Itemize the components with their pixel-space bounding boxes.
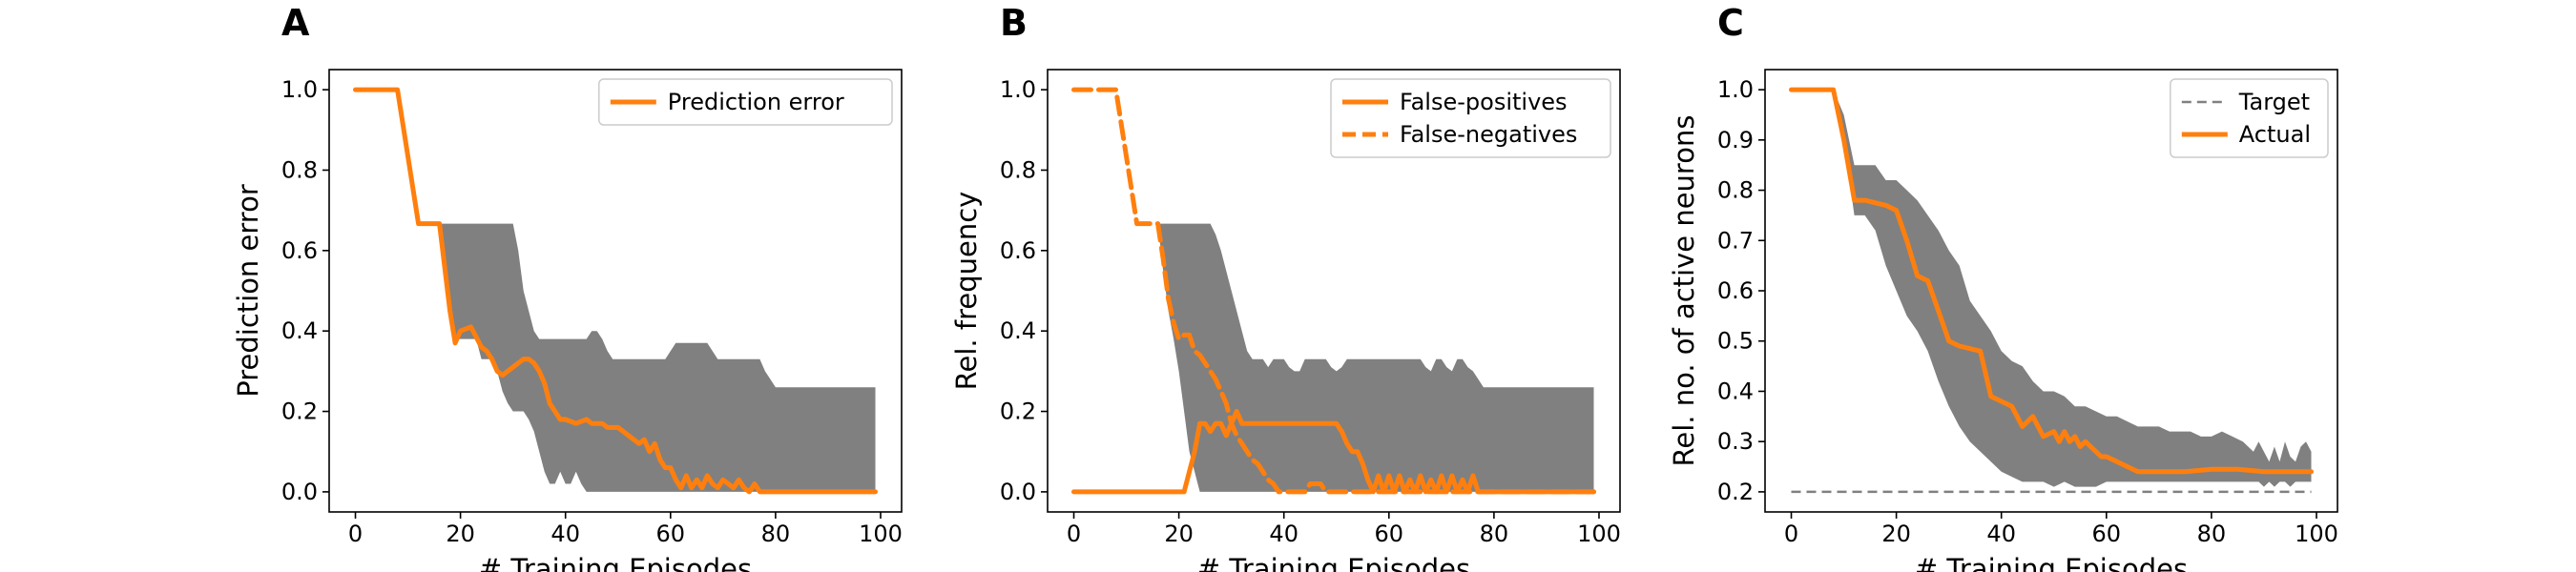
y-tick-label: 0.7 <box>1717 227 1754 254</box>
y-tick-label: 0.0 <box>281 479 318 505</box>
x-tick-label: 80 <box>2197 521 2227 547</box>
x-tick-label: 40 <box>1986 521 2016 547</box>
panel-letter: A <box>281 2 310 44</box>
x-tick-label: 60 <box>1375 521 1404 547</box>
variability-band <box>439 223 876 492</box>
x-tick-label: 80 <box>1480 521 1509 547</box>
y-tick-label: 0.4 <box>1000 317 1036 344</box>
y-axis-label: Prediction error <box>232 184 264 398</box>
y-tick-label: 1.0 <box>281 76 318 103</box>
x-tick-label: 0 <box>1784 521 1798 547</box>
series-line-false-positives <box>1071 409 1596 495</box>
y-tick-label: 0.6 <box>281 237 318 264</box>
x-tick-label: 100 <box>859 521 903 547</box>
variability-band <box>1157 223 1594 492</box>
panel-a: 0 20 40 60 80 100 0.0 0.2 0.4 0.6 0.8 1.0 # Training… <box>232 2 903 572</box>
legend-entry: Actual <box>2239 121 2311 148</box>
x-tick-label: 0 <box>1067 521 1081 547</box>
plot-area <box>1789 87 2314 494</box>
legend: Target Actual <box>2170 78 2329 158</box>
legend: Prediction error <box>598 78 893 126</box>
series-line-actual <box>1789 87 2314 475</box>
y-tick-label: 0.5 <box>1717 328 1754 355</box>
legend-box <box>2170 78 2329 158</box>
x-axis-label: # Training Episodes <box>1915 553 2188 572</box>
x-tick-label: 60 <box>2092 521 2122 547</box>
x-tick-label: 40 <box>551 521 580 547</box>
legend-entry: Prediction error <box>668 89 844 115</box>
panel-letter: B <box>1000 2 1028 44</box>
legend-box <box>1330 78 1611 158</box>
x-tick-label: 100 <box>1577 521 1621 547</box>
legend-entry: Target <box>2238 89 2310 115</box>
y-tick-label: 0.2 <box>1000 398 1036 425</box>
y-tick-label: 0.9 <box>1717 127 1754 153</box>
x-tick-label: 60 <box>656 521 686 547</box>
x-tick-label: 40 <box>1269 521 1298 547</box>
panel-c: 0 20 40 60 80 100 0.2 0.3 0.4 0.5 0.6 0.7 0.8 0.9 1.0 #… <box>1668 2 2338 572</box>
y-tick-label: 0.4 <box>281 317 318 344</box>
axes-frame <box>328 69 903 513</box>
y-tick-label: 0.2 <box>1717 479 1754 505</box>
x-tick-label: 20 <box>446 521 475 547</box>
x-axis-label: # Training Episodes <box>1197 553 1470 572</box>
y-tick-label: 0.2 <box>281 398 318 425</box>
x-tick-label: 20 <box>1881 521 1911 547</box>
series-line-false-negatives <box>1071 87 1596 495</box>
variability-band <box>1833 90 2312 487</box>
y-tick-label: 1.0 <box>1000 76 1036 103</box>
y-tick-label: 0.8 <box>281 156 318 183</box>
x-axis-label: # Training Episodes <box>479 553 752 572</box>
panel-letter: C <box>1717 2 1744 44</box>
y-tick-label: 0.8 <box>1717 177 1754 204</box>
plot-area <box>1071 87 1596 495</box>
legend: False-positives False-negatives <box>1330 78 1611 158</box>
x-tick-label: 80 <box>761 521 791 547</box>
plot-area <box>353 87 878 495</box>
y-tick-label: 0.8 <box>1000 156 1036 183</box>
panel-b: 0 20 40 60 80 100 0.0 0.2 0.4 0.6 0.8 1.0 # Training… <box>950 2 1621 572</box>
y-tick-label: 0.6 <box>1000 237 1036 264</box>
y-tick-label: 0.6 <box>1717 277 1754 304</box>
y-tick-label: 1.0 <box>1717 76 1754 103</box>
x-tick-label: 20 <box>1164 521 1194 547</box>
x-tick-label: 100 <box>2295 521 2338 547</box>
legend-entry: False-negatives <box>1400 121 1577 148</box>
x-tick-label: 0 <box>348 521 363 547</box>
y-tick-label: 0.4 <box>1717 378 1754 404</box>
legend-box <box>598 78 893 126</box>
y-tick-label: 0.3 <box>1717 428 1754 455</box>
y-axis-label: Rel. no. of active neurons <box>1668 115 1700 467</box>
y-tick-label: 0.0 <box>1000 479 1036 505</box>
series-line-prediction-error <box>353 87 878 495</box>
legend-entry: False-positives <box>1400 89 1568 115</box>
axes-frame <box>1047 69 1621 513</box>
y-axis-label: Rel. frequency <box>950 192 983 391</box>
